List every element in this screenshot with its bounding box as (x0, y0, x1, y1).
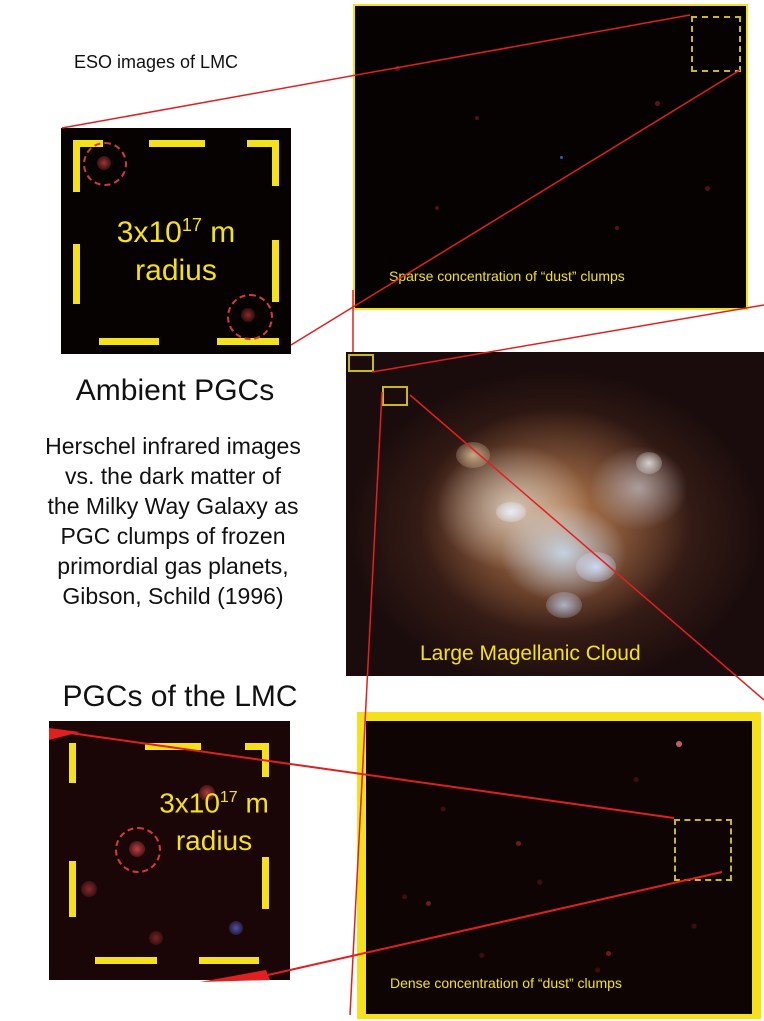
lmc-caption: Large Magellanic Cloud (420, 642, 641, 665)
lmc-image: Large Magellanic Cloud (346, 352, 764, 676)
frame-segment (272, 140, 279, 186)
dust-clump (606, 951, 611, 956)
frame-segment (149, 140, 205, 147)
lmc-pgcs-title: PGCs of the LMC (62, 680, 298, 713)
radius-word: radius (135, 254, 217, 287)
dust-clump (97, 156, 111, 170)
dust-clump (129, 841, 145, 857)
dense-dust-panel: Dense concentration of “dust” clumps (357, 712, 761, 1019)
frame-segment (99, 338, 159, 345)
dust-clump (655, 101, 660, 106)
sparse-caption: Sparse concentration of “dust” clumps (389, 268, 625, 284)
zoom-bottom-radius-label: 3x1017 m radius (129, 779, 290, 860)
frame-segment (262, 857, 269, 909)
dust-clump (475, 116, 479, 120)
zoom-top-radius-label: 3x1017 m radius (61, 206, 291, 290)
frame-segment (69, 861, 76, 917)
description-line: Herschel infrared images (45, 433, 301, 459)
description-line: Gibson, Schild (1996) (62, 583, 284, 609)
sparse-dust-panel: Sparse concentration of “dust” clumps (353, 4, 748, 310)
frame-segment (73, 140, 103, 147)
radius-value: 3x1017 m (159, 787, 269, 819)
dust-clump (81, 881, 97, 897)
star-cluster (456, 442, 490, 468)
frame-segment (95, 957, 157, 964)
dust-clump (395, 66, 400, 71)
description-line: the Milky Way Galaxy as (47, 493, 299, 519)
region-box-dense (382, 386, 408, 406)
dense-caption: Dense concentration of “dust” clumps (390, 975, 622, 991)
star-cluster (546, 592, 582, 618)
frame-segment (145, 743, 201, 750)
frame-segment (247, 140, 279, 147)
dust-clump (516, 841, 521, 846)
zoom-panel-bottom: 3x1017 m radius (49, 721, 290, 980)
description-text: Herschel infrared images vs. the dark ma… (6, 431, 340, 611)
frame-segment (69, 743, 76, 783)
description-line: PGC clumps of frozen (60, 523, 286, 549)
frame-segment (73, 140, 80, 192)
description-line: vs. the dark matter of (64, 463, 282, 489)
dust-clump (229, 921, 243, 935)
description-line: primordial gas planets, (57, 553, 289, 579)
dust-clump (705, 186, 710, 191)
radius-value: 3x1017 m (116, 215, 236, 249)
zoom-panel-top: 3x1017 m radius (61, 128, 291, 354)
frame-segment (217, 338, 279, 345)
dust-clump (149, 931, 163, 945)
dust-clump (241, 308, 255, 322)
star-cluster (576, 552, 616, 582)
zoom-region-box (691, 16, 741, 72)
dust-clump (676, 741, 682, 747)
star-cluster (636, 452, 662, 474)
frame-segment (272, 240, 279, 302)
ambient-pgcs-title: Ambient PGCs (75, 374, 275, 407)
eso-caption: ESO images of LMC (74, 52, 239, 72)
clump-highlight-circle (227, 294, 273, 340)
frame-segment (199, 957, 259, 964)
dust-clump (560, 156, 563, 159)
dust-clump (435, 206, 439, 210)
clump-highlight-circle (83, 142, 127, 186)
frame-segment (73, 244, 80, 304)
dust-clump (426, 901, 431, 906)
radius-word: radius (175, 825, 253, 857)
clump-highlight-circle (115, 827, 161, 873)
region-box-sparse (348, 354, 374, 372)
frame-segment (262, 743, 269, 777)
dust-clump (615, 226, 619, 230)
zoom-region-box (674, 819, 732, 881)
star-cluster (496, 502, 526, 522)
